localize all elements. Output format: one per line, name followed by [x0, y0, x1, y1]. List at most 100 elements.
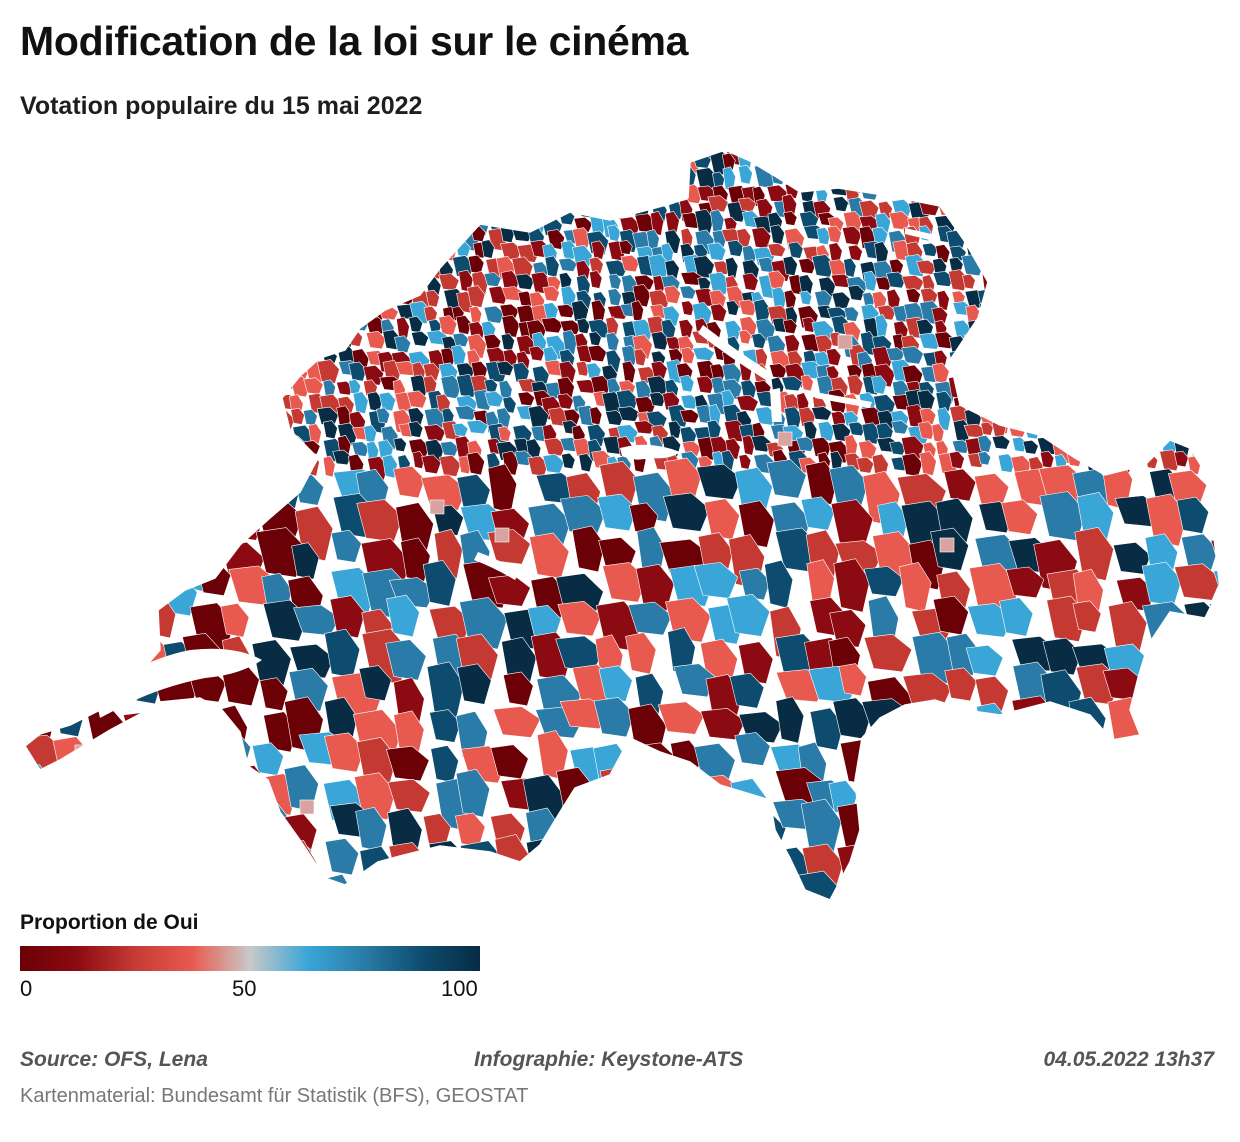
municipality-cell — [211, 330, 226, 353]
municipality-cell — [1144, 319, 1163, 340]
municipality-cell — [738, 329, 752, 345]
lake-constance — [905, 228, 940, 242]
municipality-cell — [202, 271, 225, 291]
municipality-cell — [1205, 193, 1220, 219]
municipality-cell — [258, 200, 276, 226]
municipality-cell — [122, 196, 136, 216]
municipality-cell — [1087, 396, 1109, 414]
municipality-cell — [677, 150, 700, 157]
municipality-cell — [1204, 375, 1220, 396]
municipality-cell — [769, 224, 785, 245]
municipality-cell — [871, 291, 887, 311]
municipality-cell — [82, 841, 129, 876]
municipality-cell — [1069, 212, 1085, 232]
municipality-cell — [992, 321, 1010, 344]
municipality-cell — [233, 285, 257, 308]
municipality-cell — [1205, 903, 1240, 910]
municipality-cell — [512, 361, 530, 384]
municipality-cell — [1069, 156, 1085, 175]
municipality-cell — [305, 211, 329, 226]
municipality-cell — [1096, 229, 1113, 247]
municipality-cell — [211, 271, 226, 296]
municipality-cell — [540, 317, 564, 334]
municipality-cell — [187, 329, 204, 353]
municipality-cell — [799, 211, 819, 230]
municipality-cell — [1181, 533, 1219, 573]
municipality-cell — [92, 179, 111, 199]
municipality-cell — [121, 870, 158, 900]
municipality-cell — [796, 870, 842, 900]
municipality-cell — [843, 306, 860, 322]
municipality-cell — [336, 157, 354, 173]
municipality-cell — [1235, 376, 1240, 395]
municipality-cell — [25, 473, 50, 522]
municipality-cell — [47, 246, 71, 263]
municipality-cell — [287, 300, 306, 319]
municipality-cell — [1185, 257, 1206, 273]
municipality-cell — [784, 334, 800, 356]
map-title: Modification de la loi sur le cinéma — [20, 18, 689, 64]
municipality-cell — [910, 846, 960, 888]
municipality-cell — [1232, 247, 1240, 261]
municipality-cell — [1006, 227, 1025, 243]
municipality-cell — [874, 780, 917, 816]
municipality-cell — [1234, 256, 1240, 279]
municipality-cell — [393, 216, 414, 236]
municipality-cell — [32, 150, 50, 161]
municipality-cell — [211, 440, 226, 458]
municipality-cell — [332, 258, 351, 282]
municipality-cell — [1128, 257, 1152, 282]
municipality-cell — [271, 224, 290, 250]
municipality-cell — [905, 288, 921, 304]
municipality-cell — [109, 186, 132, 207]
municipality-cell — [1216, 274, 1220, 293]
municipality-cell — [166, 300, 188, 321]
municipality-cell — [721, 363, 743, 386]
municipality-cell — [525, 837, 565, 889]
municipality-cell — [303, 452, 320, 477]
municipality-cell — [261, 350, 284, 375]
municipality-cell — [1043, 289, 1061, 315]
municipality-cell — [363, 424, 377, 444]
municipality-cell — [836, 843, 876, 885]
municipality-cell — [83, 150, 106, 162]
municipality-cell — [1175, 315, 1192, 332]
municipality-cell — [679, 285, 697, 300]
municipality-cell — [1084, 299, 1107, 319]
municipality-cell — [260, 168, 273, 188]
municipality-cell — [387, 778, 431, 813]
municipality-cell — [197, 258, 213, 281]
municipality-cell — [1190, 241, 1208, 262]
municipality-cell — [263, 320, 286, 338]
municipality-cell — [944, 667, 977, 702]
municipality-cell — [52, 461, 97, 493]
municipality-cell — [833, 558, 871, 613]
municipality-cell — [485, 168, 508, 187]
municipality-cell — [412, 150, 430, 162]
municipality-cell — [1112, 301, 1129, 319]
municipality-cell — [61, 364, 85, 382]
municipality-cell — [362, 288, 380, 309]
municipality-cell — [365, 331, 387, 350]
municipality-cell — [530, 170, 544, 194]
municipality-cell — [1173, 273, 1194, 290]
municipality-cell — [771, 150, 789, 153]
municipality-cell — [1038, 260, 1055, 275]
municipality-cell — [782, 255, 798, 277]
municipality-cell — [1115, 334, 1135, 349]
municipality-cell — [291, 242, 310, 263]
municipality-cell — [696, 463, 743, 500]
municipality-cell — [196, 150, 216, 162]
municipality-cell — [1065, 868, 1116, 900]
municipality-cell — [1111, 397, 1126, 412]
municipality-cell — [1041, 213, 1064, 239]
municipality-cell — [185, 391, 205, 407]
municipality-cell — [723, 216, 738, 233]
municipality-cell — [1163, 334, 1186, 360]
municipality-cell — [31, 168, 50, 193]
municipality-cell — [1204, 184, 1220, 199]
municipality-cell — [271, 150, 291, 159]
municipality-cell — [1217, 315, 1220, 336]
municipality-cell — [587, 150, 601, 159]
municipality-cell — [347, 150, 365, 161]
